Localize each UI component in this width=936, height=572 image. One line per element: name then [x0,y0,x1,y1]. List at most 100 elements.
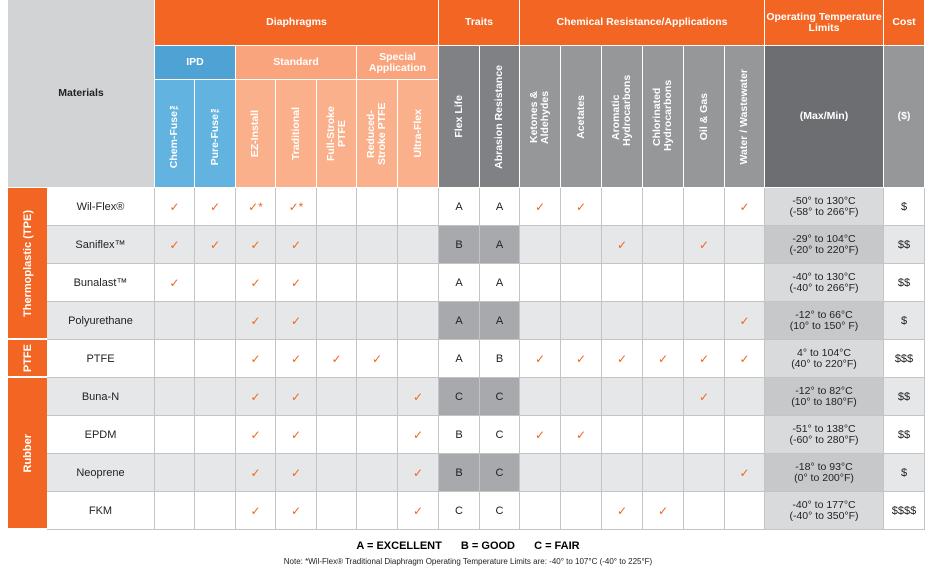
empty-cell [602,378,643,416]
rating: A [480,302,520,340]
row-group-text: Thermoplastic (TPE) [21,209,34,317]
empty-cell [643,226,684,264]
temperature-line: (-40° to 350°F) [789,509,859,522]
temperature: -12° to 82°C (10° to 180°F) [765,378,884,416]
empty-cell [520,302,561,340]
cost: $$ [884,226,925,264]
column-header: Reduced-Stroke PTFE [357,80,398,188]
column-header-text: Chlorinated Hydrocarbons [651,79,674,151]
note: Note: *Wil-Flex® Traditional Diaphragm O… [283,557,653,566]
check: ✓ [276,492,317,530]
rating-text: C [495,428,504,441]
rating-text: A [455,314,463,327]
group-header: Chemical Resistance/Applications [520,0,765,46]
material-text: Buna-N [81,390,120,403]
rating: C [480,492,520,530]
column-header-text: Ketones & Aldehydes [528,89,551,144]
rating-text: A [495,200,504,213]
check-text: ✓ [739,199,750,214]
rating-text: B [455,466,463,479]
check: ✓ [236,454,276,492]
cost: $$ [884,378,925,416]
check-text: ✓ [169,199,180,214]
empty-cell [643,264,684,302]
empty-cell [684,188,725,226]
empty-cell [317,302,357,340]
material: PTFE [47,340,155,378]
check-text: ✓ [616,503,628,518]
check-text: ✓ [209,199,221,214]
empty-cell [561,264,602,302]
check: ✓ [561,416,602,454]
check-text: ✓ [412,465,424,480]
check: ✓ [357,340,398,378]
column-header-text: Ultra-Flex [411,109,424,158]
column-header-text: ($) [897,110,911,122]
empty-cell [520,492,561,530]
check: ✓ [725,188,765,226]
check: ✓ [236,340,276,378]
check-text: ✓ [371,351,383,366]
rating-text: C [495,390,504,403]
temperature-line: (0° to 200°F) [794,471,854,484]
check-text: ✓ [575,427,587,442]
material: Buna-N [47,378,155,416]
empty-cell [398,188,439,226]
check-text: ✓ [250,275,261,290]
empty-cell [684,416,725,454]
check: ✓ [561,188,602,226]
rating: A [439,340,480,378]
check-text: ✓ [739,313,750,328]
empty-cell [561,302,602,340]
check: ✓ [398,378,439,416]
material: FKM [47,492,155,530]
empty-cell [561,226,602,264]
rating: B [439,454,480,492]
empty-cell [195,416,236,454]
check-text: ✓ [739,465,750,480]
empty-cell [602,264,643,302]
column-header-text: Flex Life [452,95,465,138]
cost: $$$$ [884,492,925,530]
empty-cell [684,264,725,302]
cost: $ [884,454,925,492]
temperature: -40° to 177°C (-40° to 350°F) [765,492,884,530]
check: ✓ [155,226,195,264]
material-text: Saniflex™ [75,238,126,251]
empty-cell [398,226,439,264]
column-header-text: Aromatic Hydrocarbons [610,74,633,146]
check-text: ✓ [575,351,587,366]
empty-cell [317,188,357,226]
check: ✓ [317,340,357,378]
group-header-text: Traits [464,16,493,28]
check: ✓ [276,264,317,302]
check-text: ✓ [290,427,302,442]
rating: B [480,340,520,378]
empty-cell [725,416,765,454]
empty-cell [725,492,765,530]
check: ✓ [602,226,643,264]
empty-cell [602,188,643,226]
empty-cell [561,492,602,530]
empty-cell [520,226,561,264]
empty-cell [155,340,195,378]
material-text: PTFE [86,352,115,365]
rating: C [439,378,480,416]
temperature-line: -50° to 130°C [792,194,856,207]
column-header: ($) [884,46,925,188]
empty-cell [684,454,725,492]
rating-text: A [495,238,504,251]
check: ✓ [195,188,236,226]
check-text: ✓ [534,199,546,214]
check-text: ✓ [290,237,302,252]
check-text: ✓ [331,351,342,366]
column-header-text: Pure-Fuse™ [208,101,221,166]
material-text: Wil-Flex® [76,200,125,213]
rating: A [480,188,520,226]
check: ✓ [398,416,439,454]
check: ✓ [684,226,725,264]
column-header: Ultra-Flex [398,80,439,188]
group-header-text: Cost [892,16,916,28]
temperature-line: -40° to 177°C [792,498,856,511]
